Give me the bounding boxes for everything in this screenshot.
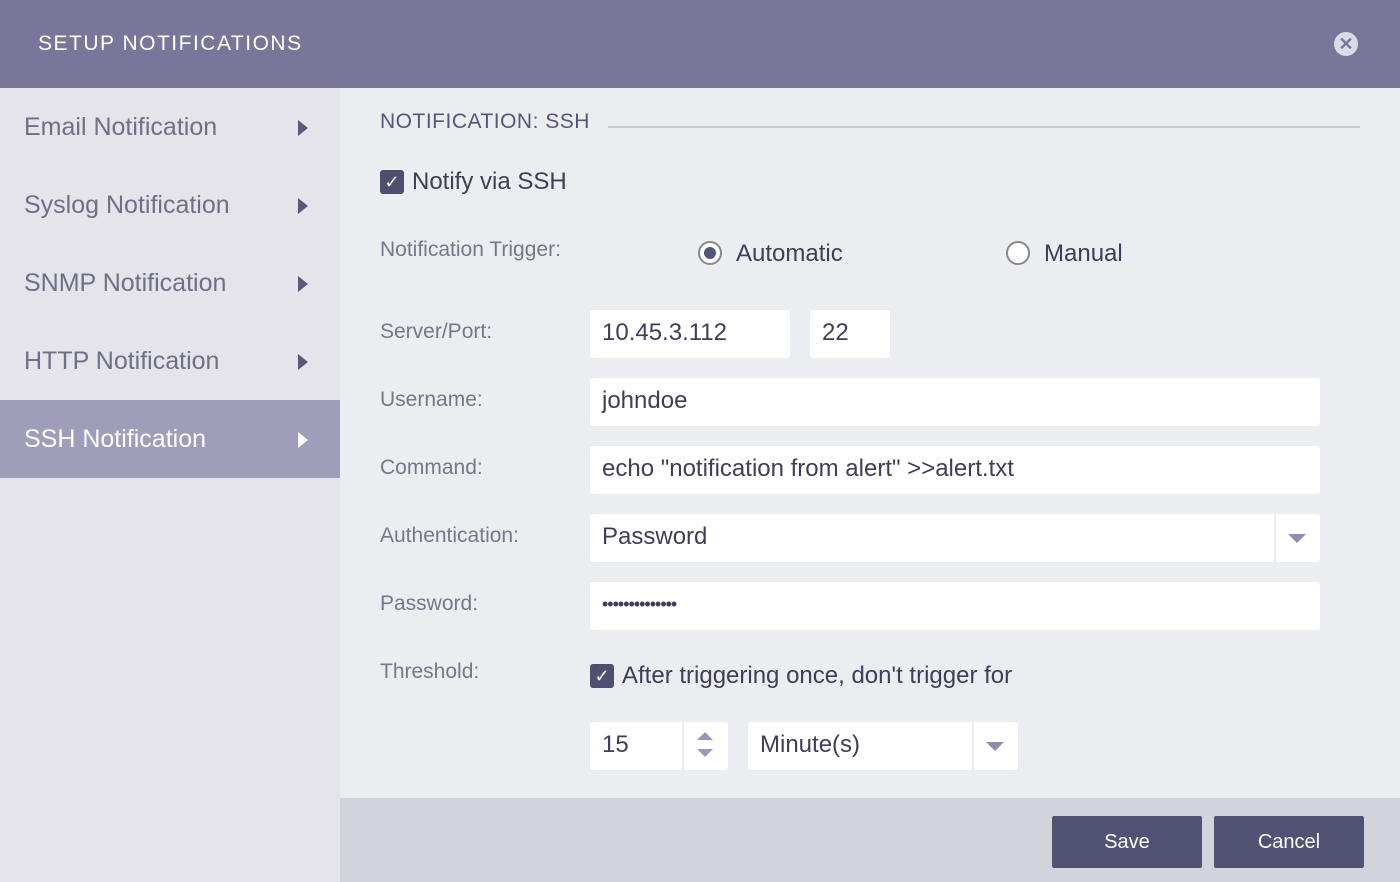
sidebar: Email Notification Syslog Notification S…	[0, 88, 340, 882]
auth-label: Authentication:	[380, 524, 519, 547]
divider	[682, 722, 684, 770]
automatic-label: Automatic	[736, 240, 843, 267]
stepper-down-icon[interactable]	[697, 749, 713, 757]
command-label: Command:	[380, 456, 483, 479]
chevron-down-icon	[986, 742, 1004, 751]
dialog-title: SETUP NOTIFICATIONS	[38, 32, 303, 55]
save-button[interactable]: Save	[1052, 816, 1202, 868]
caret-right-icon	[298, 432, 308, 448]
divider	[1274, 514, 1276, 562]
caret-right-icon	[298, 276, 308, 292]
threshold-value: 15	[602, 731, 629, 758]
threshold-label: Threshold:	[380, 660, 480, 683]
server-label: Server/Port:	[380, 320, 493, 343]
threshold-checkbox[interactable]: ✓	[590, 664, 614, 688]
notify-label: Notify via SSH	[412, 168, 567, 195]
sidebar-item-label: SSH Notification	[24, 424, 207, 453]
sidebar-item-syslog[interactable]: Syslog Notification	[0, 166, 340, 244]
password-input[interactable]: ••••••••••••••	[590, 582, 1320, 630]
close-icon[interactable]: ✕	[1334, 32, 1358, 56]
password-label: Password:	[380, 592, 479, 615]
chevron-down-icon	[1288, 534, 1306, 543]
caret-right-icon	[298, 354, 308, 370]
sidebar-item-http[interactable]: HTTP Notification	[0, 322, 340, 400]
dialog-header: SETUP NOTIFICATIONS ✕	[0, 0, 1400, 88]
threshold-unit-select[interactable]: Minute(s)	[748, 722, 1018, 770]
threshold-stepper[interactable]: 15	[590, 722, 728, 770]
sidebar-item-snmp[interactable]: SNMP Notification	[0, 244, 340, 322]
divider	[608, 126, 1360, 128]
username-input[interactable]: johndoe	[590, 378, 1320, 426]
sidebar-item-ssh[interactable]: SSH Notification	[0, 400, 340, 478]
sidebar-item-label: Syslog Notification	[24, 190, 230, 219]
sidebar-item-email[interactable]: Email Notification	[0, 88, 340, 166]
port-input[interactable]: 22	[810, 310, 890, 358]
username-label: Username:	[380, 388, 483, 411]
manual-label: Manual	[1044, 240, 1123, 267]
server-input[interactable]: 10.45.3.112	[590, 310, 790, 358]
cancel-button[interactable]: Cancel	[1214, 816, 1364, 868]
threshold-unit-value: Minute(s)	[760, 731, 861, 758]
caret-right-icon	[298, 198, 308, 214]
trigger-label: Notification Trigger:	[380, 238, 561, 261]
caret-right-icon	[298, 120, 308, 136]
auth-value: Password	[602, 523, 708, 550]
command-input[interactable]: echo "notification from alert" >>alert.t…	[590, 446, 1320, 494]
sidebar-item-label: SNMP Notification	[24, 268, 227, 297]
threshold-check-label: After triggering once, don't trigger for	[622, 662, 1013, 689]
sidebar-item-label: Email Notification	[24, 112, 218, 141]
main-panel: NOTIFICATION: SSH ✓ Notify via SSH Notif…	[340, 88, 1400, 798]
radio-manual[interactable]	[1006, 241, 1030, 265]
divider	[972, 722, 974, 770]
section-title: NOTIFICATION: SSH	[380, 110, 590, 133]
stepper-up-icon[interactable]	[697, 732, 713, 740]
dialog-footer: Save Cancel	[340, 798, 1400, 882]
radio-automatic[interactable]	[698, 241, 722, 265]
auth-select[interactable]: Password	[590, 514, 1320, 562]
sidebar-item-label: HTTP Notification	[24, 346, 220, 375]
notify-checkbox[interactable]: ✓	[380, 170, 404, 194]
